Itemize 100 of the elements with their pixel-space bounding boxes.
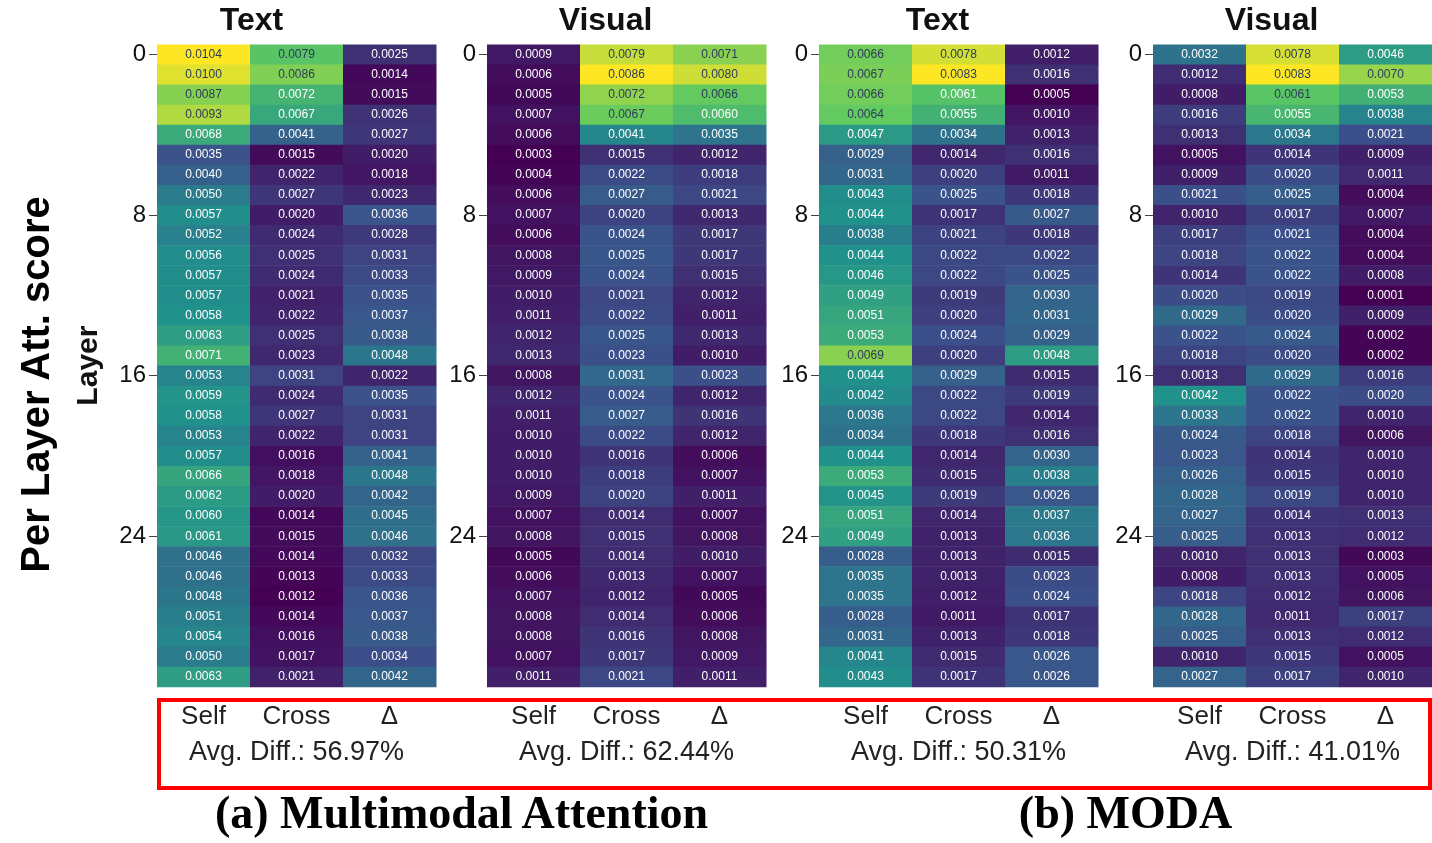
y-tick-label: 24 [449,520,476,548]
data-label: 0.0035 [371,287,409,302]
data-label: 0.0020 [1367,388,1405,403]
data-label: 0.0029 [847,147,885,162]
data-label: 0.0012 [940,588,978,603]
data-label: 0.0014 [940,147,978,162]
data-label: 0.0011 [1274,608,1311,623]
data-label: 0.0010 [515,287,553,302]
data-label: 0.0027 [371,127,409,142]
x-tick-label: Cross [262,699,331,730]
y-tick-label: 8 [1128,199,1142,227]
data-label: 0.0010 [515,468,553,483]
data-label: 0.0019 [940,287,978,302]
data-label: 0.0022 [278,428,316,443]
data-label: 0.0016 [608,628,646,643]
data-label: 0.0024 [940,327,978,342]
data-label: 0.0013 [515,347,553,362]
data-label: 0.0049 [847,528,885,543]
y-tick-label: 0 [462,39,476,67]
data-label: 0.0066 [185,468,223,483]
data-label: 0.0053 [185,367,223,382]
data-label: 0.0018 [1033,187,1071,202]
data-label: 0.0083 [940,66,978,81]
data-label: 0.0014 [371,66,409,81]
data-label: 0.0041 [608,127,646,142]
data-label: 0.0031 [1033,307,1071,322]
data-label: 0.0016 [608,448,646,463]
data-label: 0.0024 [608,388,646,403]
data-label: 0.0031 [371,247,409,262]
y-tick-label: 24 [1115,520,1142,548]
data-label: 0.0042 [1181,388,1219,403]
data-label: 0.0036 [371,207,409,222]
data-label: 0.0014 [608,608,646,623]
data-label: 0.0010 [1367,488,1405,503]
data-label: 0.0018 [371,167,409,182]
data-label: 0.0046 [185,548,223,563]
data-label: 0.0021 [278,287,316,302]
data-label: 0.0028 [371,227,409,242]
data-label: 0.0009 [1367,147,1405,162]
x-tick-label: Δ [380,699,399,730]
data-label: 0.0051 [847,508,885,523]
data-label: 0.0025 [278,247,316,262]
data-label: 0.0072 [608,86,646,101]
data-label: 0.0036 [1033,528,1071,543]
data-label: 0.0037 [371,307,409,322]
data-label: 0.0016 [278,628,316,643]
data-label: 0.0038 [371,628,409,643]
data-label: 0.0002 [1367,347,1405,362]
data-label: 0.0012 [1181,66,1219,81]
data-label: 0.0021 [1181,187,1219,202]
data-label: 0.0083 [1274,66,1312,81]
data-label: 0.0010 [1181,207,1219,222]
data-label: 0.0022 [1274,408,1312,423]
data-label: 0.0014 [1274,508,1312,523]
data-label: 0.0008 [701,628,739,643]
data-label: 0.0086 [608,66,646,81]
data-label: 0.0048 [185,588,223,603]
data-label: 0.0027 [278,408,316,423]
data-label: 0.0046 [185,568,223,583]
data-label: 0.0007 [701,508,739,523]
data-label: 0.0026 [371,106,409,121]
x-tick-label: Δ [1042,699,1061,730]
data-label: 0.0037 [1033,508,1071,523]
data-label: 0.0029 [1274,367,1312,382]
data-label: 0.0009 [515,488,553,503]
data-label: 0.0012 [1274,588,1312,603]
data-label: 0.0027 [1033,207,1071,222]
data-label: 0.0013 [608,568,646,583]
data-label: 0.0030 [1033,287,1071,302]
data-label: 0.0035 [847,568,885,583]
data-label: 0.0022 [278,167,316,182]
data-label: 0.0013 [701,327,739,342]
data-label: 0.0025 [608,327,646,342]
data-label: 0.0018 [1033,227,1071,242]
data-label: 0.0057 [185,287,223,302]
data-label: 0.0018 [1181,588,1219,603]
data-label: 0.0007 [1367,207,1405,222]
data-label: 0.0004 [1367,227,1405,242]
data-label: 0.0057 [185,448,223,463]
data-label: 0.0024 [1274,327,1312,342]
data-label: 0.0030 [1033,448,1071,463]
data-label: 0.0014 [940,508,978,523]
data-label: 0.0008 [515,628,553,643]
data-label: 0.0022 [371,367,409,382]
data-label: 0.0029 [1181,307,1219,322]
data-label: 0.0080 [701,66,739,81]
y-tick-label: 8 [132,199,146,227]
text: Avg. Diff.: 50.31% [850,736,1067,767]
data-label: 0.0071 [701,46,739,61]
data-label: 0.0007 [515,649,553,663]
data-label: 0.0079 [278,46,316,61]
data-label: 0.0033 [371,267,409,282]
data-label: 0.0025 [1181,528,1219,543]
data-label: 0.0019 [1274,488,1312,503]
data-label: 0.0026 [1181,468,1219,483]
data-label: 0.0087 [185,86,223,101]
data-label: 0.0011 [701,669,738,684]
data-label: 0.0025 [1033,267,1071,282]
data-label: 0.0070 [1367,66,1405,81]
data-label: 0.0008 [515,528,553,543]
